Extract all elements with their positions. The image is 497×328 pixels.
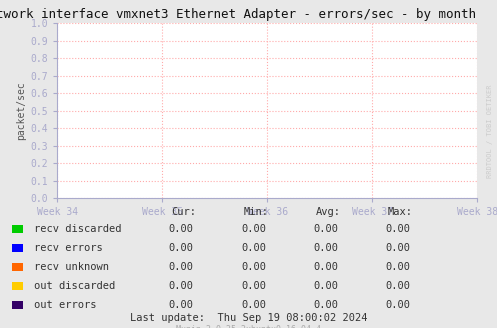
Text: 0.00: 0.00 <box>241 281 266 291</box>
Text: 0.00: 0.00 <box>313 262 338 272</box>
Text: 0.00: 0.00 <box>169 224 194 234</box>
Text: recv discarded: recv discarded <box>34 224 121 234</box>
Text: 0.00: 0.00 <box>385 300 410 310</box>
Y-axis label: packet/sec: packet/sec <box>16 81 26 140</box>
Text: 0.00: 0.00 <box>241 224 266 234</box>
Text: 0.00: 0.00 <box>169 243 194 253</box>
Text: Cur:: Cur: <box>171 207 196 216</box>
Text: 0.00: 0.00 <box>313 224 338 234</box>
Text: Min:: Min: <box>244 207 268 216</box>
Text: 0.00: 0.00 <box>313 243 338 253</box>
Text: Last update:  Thu Sep 19 08:00:02 2024: Last update: Thu Sep 19 08:00:02 2024 <box>130 313 367 322</box>
Text: Avg:: Avg: <box>316 207 340 216</box>
Text: 0.00: 0.00 <box>385 224 410 234</box>
Text: Max:: Max: <box>388 207 413 216</box>
Text: recv errors: recv errors <box>34 243 102 253</box>
Text: 0.00: 0.00 <box>313 281 338 291</box>
Text: recv unknown: recv unknown <box>34 262 109 272</box>
Text: 0.00: 0.00 <box>385 281 410 291</box>
Text: 0.00: 0.00 <box>385 243 410 253</box>
Text: 0.00: 0.00 <box>313 300 338 310</box>
Text: out discarded: out discarded <box>34 281 115 291</box>
Text: RRDTOOL / TOBI OETIKER: RRDTOOL / TOBI OETIKER <box>487 84 493 178</box>
Text: 0.00: 0.00 <box>169 262 194 272</box>
Text: 0.00: 0.00 <box>241 243 266 253</box>
Text: 0.00: 0.00 <box>169 300 194 310</box>
Text: 0.00: 0.00 <box>241 262 266 272</box>
Text: Network interface vmxnet3 Ethernet Adapter - errors/sec - by month: Network interface vmxnet3 Ethernet Adapt… <box>0 8 476 21</box>
Text: out errors: out errors <box>34 300 96 310</box>
Text: 0.00: 0.00 <box>241 300 266 310</box>
Text: 0.00: 0.00 <box>385 262 410 272</box>
Text: Munin 2.0.25-2ubuntu0.16.04.4: Munin 2.0.25-2ubuntu0.16.04.4 <box>176 325 321 328</box>
Text: 0.00: 0.00 <box>169 281 194 291</box>
